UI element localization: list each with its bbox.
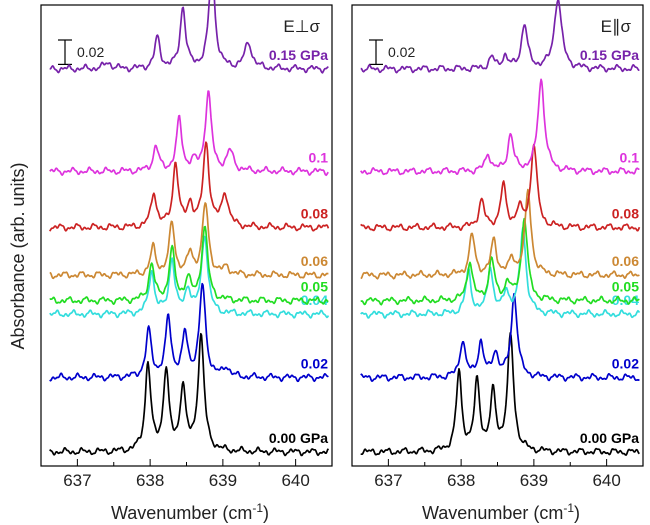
spectrum-trace (360, 0, 640, 74)
y-axis-label: Absorbance (arb. units) (8, 162, 28, 349)
x-axis-label-right: Wavenumber (cm-1) (422, 501, 580, 523)
trace-label: 0.06 (301, 253, 328, 269)
x-tick-label: 639 (209, 471, 237, 490)
x-tick-label: 639 (520, 471, 548, 490)
x-tick-label: 638 (447, 471, 475, 490)
spectrum-trace (360, 217, 640, 306)
x-axis-label-left: Wavenumber (cm-1) (111, 501, 269, 523)
x-tick-label: 638 (136, 471, 164, 490)
spectrum-trace (360, 293, 640, 382)
trace-label: 0.1 (620, 149, 640, 165)
trace-label: 0.05 (301, 279, 328, 295)
spectrum-trace (49, 202, 329, 280)
spectrum-trace (49, 282, 329, 383)
spectrum-trace (48, 141, 330, 232)
trace-label: 0.15 GPa (580, 47, 639, 63)
spectrum-trace (360, 331, 640, 456)
trace-label: 0.02 (301, 356, 328, 372)
spectrum-trace (360, 143, 641, 232)
trace-label: 0.05 (612, 279, 639, 295)
plot-frame (40, 4, 333, 467)
spectrum-trace (360, 188, 640, 280)
plot-frame (351, 4, 644, 467)
spectrum-trace (49, 0, 329, 74)
spectrum-trace (360, 78, 640, 176)
spectrum-trace (49, 225, 329, 305)
trace-label: 0.08 (612, 206, 639, 222)
trace-label: 0.02 (612, 356, 639, 372)
trace-label: 0.00 GPa (580, 430, 639, 446)
trace-label: 0.1 (309, 149, 329, 165)
spectrum-trace (49, 90, 329, 177)
trace-label: 0.00 GPa (269, 430, 328, 446)
spectrum-trace (360, 226, 641, 319)
trace-label: 0.06 (612, 253, 639, 269)
polarization-label: E∥σ (601, 17, 632, 36)
polarization-label: E⊥σ (283, 17, 320, 36)
x-tick-label: 640 (592, 471, 620, 490)
x-tick-label: 640 (281, 471, 309, 490)
spectrum-trace (49, 332, 330, 457)
scale-bar-label: 0.02 (388, 44, 415, 60)
scale-bar-label: 0.02 (77, 44, 104, 60)
trace-label: 0.08 (301, 206, 328, 222)
x-tick-label: 637 (374, 471, 402, 490)
x-tick-label: 637 (63, 471, 91, 490)
trace-label: 0.15 GPa (269, 47, 328, 63)
spectrum-trace (49, 235, 330, 319)
